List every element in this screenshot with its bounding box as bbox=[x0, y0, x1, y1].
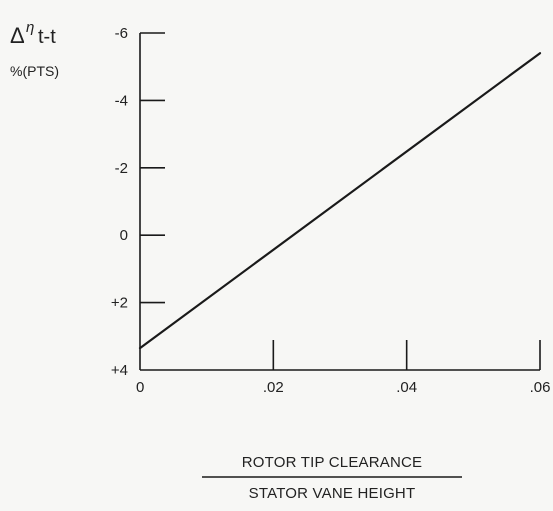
y-tick-label: -4 bbox=[115, 92, 128, 109]
y-tick-label: +4 bbox=[111, 362, 128, 379]
y-tick-label: -6 bbox=[115, 25, 128, 42]
series-group bbox=[138, 52, 542, 350]
x-axis-label-numerator: ROTOR TIP CLEARANCE bbox=[242, 454, 423, 471]
x-tick-label: .06 bbox=[530, 379, 551, 396]
y-axis-label-subscript: t-t bbox=[38, 26, 56, 48]
y-ticks-group: -6 -4 -2 0 +2 +4 bbox=[111, 25, 165, 379]
y-tick-label: +2 bbox=[111, 295, 128, 312]
x-ticks-group: 0 .02 .04 .06 bbox=[136, 340, 550, 396]
x-axis-label-denominator: STATOR VANE HEIGHT bbox=[249, 485, 416, 502]
y-axis-label-eta: η bbox=[26, 19, 34, 36]
y-tick-label: 0 bbox=[120, 227, 128, 244]
x-tick-label: 0 bbox=[136, 379, 144, 396]
y-axis-label-unit: %(PTS) bbox=[10, 63, 59, 79]
series-line bbox=[138, 52, 542, 350]
y-tick-label: -2 bbox=[115, 160, 128, 177]
x-tick-label: .02 bbox=[263, 379, 284, 396]
y-axis-label-symbol: Δ bbox=[10, 23, 25, 48]
x-tick-label: .04 bbox=[396, 379, 417, 396]
